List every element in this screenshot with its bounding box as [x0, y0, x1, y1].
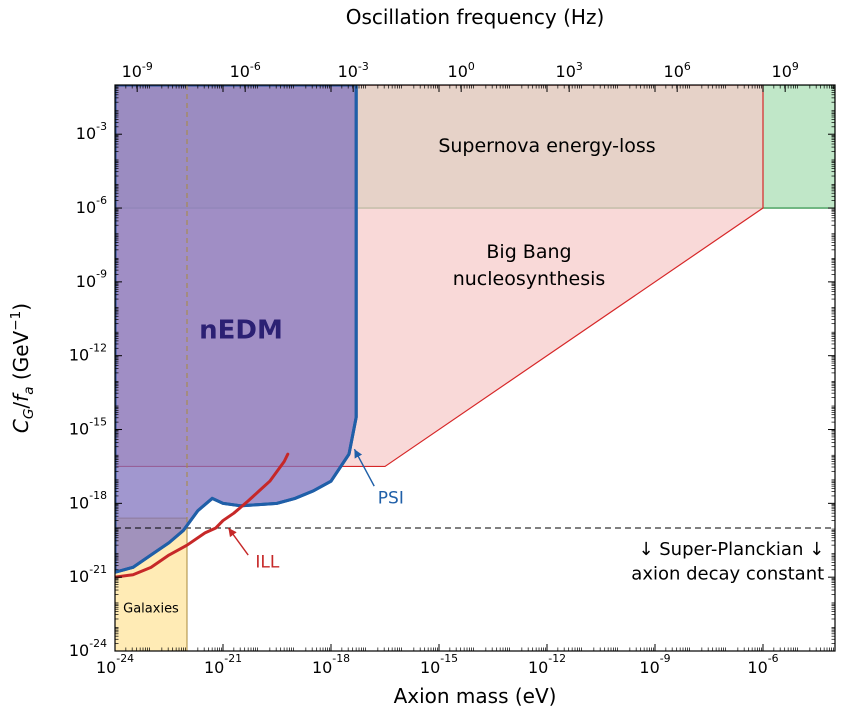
galaxies-label: Galaxies [123, 602, 179, 617]
tick-label: 10-6 [230, 60, 261, 81]
tick-label: 10-3 [76, 120, 107, 143]
tick-label: 10-24 [69, 637, 107, 660]
tick-label: 109 [772, 60, 799, 81]
tick-label: 10-9 [122, 60, 153, 81]
bbn-label-line2: nucleosynthesis [453, 268, 606, 290]
y-axis-label: CG/fa (GeV−1) [8, 303, 37, 433]
nedm-label: nEDM [199, 316, 283, 346]
tick-label: 10-6 [747, 652, 778, 677]
tick-label: 10-18 [69, 489, 107, 512]
tick-label: 103 [556, 60, 583, 81]
psi-label: PSI [378, 488, 404, 508]
tick-label: 10-3 [338, 60, 369, 81]
tick-label: 100 [448, 60, 475, 81]
tick-label: 10-15 [420, 652, 458, 677]
tick-label: 10-12 [69, 341, 107, 364]
x-axis-label: Axion mass (eV) [394, 684, 557, 708]
chart-container: 10-24 10-21 10-18 10-15 10-12 10-9 10-6 10-24 10… [0, 0, 865, 721]
tick-label: 106 [664, 60, 691, 81]
bbn-label-line1: Big Bang [486, 241, 571, 263]
tick-label: 10-21 [69, 563, 107, 586]
tick-label: 10-24 [96, 652, 134, 677]
x-top-axis-label: Oscillation frequency (Hz) [346, 5, 605, 29]
super-planckian-line1: ↓ Super-Planckian ↓ [638, 539, 824, 560]
tick-label: 10-12 [528, 652, 566, 677]
tick-label: 10-6 [76, 194, 107, 217]
tick-label: 10-18 [312, 652, 350, 677]
tick-label: 10-15 [69, 415, 107, 438]
tick-label: 10-21 [204, 652, 242, 677]
supernova-label: Supernova energy-loss [438, 135, 655, 157]
tick-label: 10-9 [639, 652, 670, 677]
ill-label: ILL [255, 552, 279, 572]
super-planckian-line2: axion decay constant [631, 564, 824, 585]
tick-label: 10-9 [76, 268, 107, 291]
